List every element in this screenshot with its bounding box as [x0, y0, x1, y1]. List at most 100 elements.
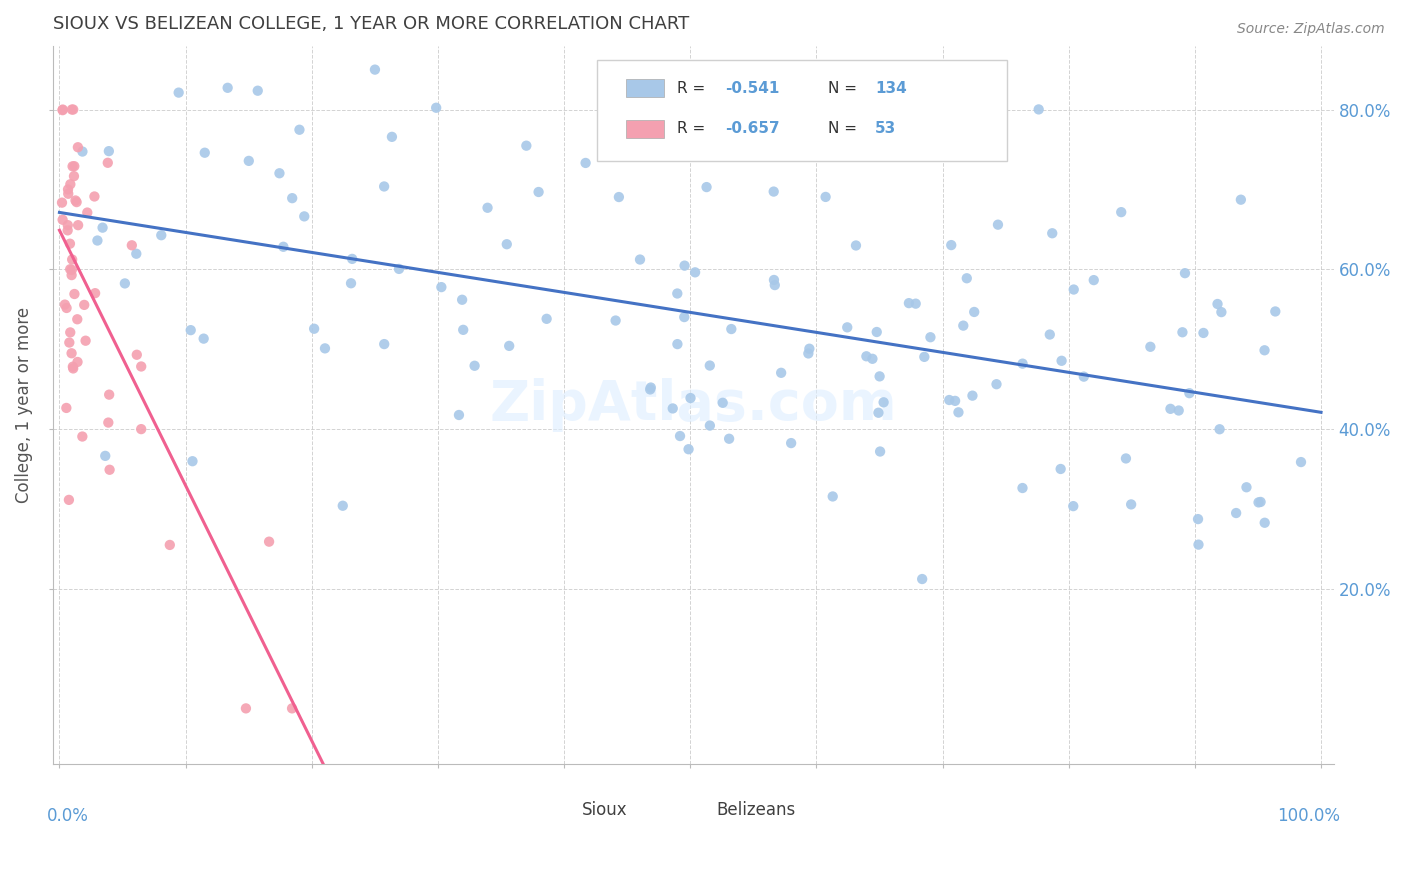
- Text: -0.541: -0.541: [725, 80, 780, 95]
- FancyBboxPatch shape: [681, 804, 709, 818]
- Point: [770, 366, 793, 380]
- Point: [669, 429, 692, 443]
- Point: [98, 463, 121, 477]
- Point: [699, 418, 721, 433]
- Point: [62, 103, 84, 117]
- Text: 0.0%: 0.0%: [46, 807, 89, 825]
- Point: [1050, 353, 1073, 368]
- Point: [56, 218, 79, 232]
- Point: [1254, 516, 1277, 530]
- Point: [1178, 386, 1201, 401]
- Point: [167, 86, 190, 100]
- Point: [269, 166, 291, 180]
- Point: [605, 313, 627, 327]
- Point: [711, 396, 734, 410]
- Point: [97, 416, 120, 430]
- Point: [948, 148, 970, 162]
- Point: [59, 326, 82, 340]
- Point: [121, 238, 143, 252]
- Point: [1264, 304, 1286, 318]
- Point: [63, 287, 86, 301]
- Point: [868, 406, 890, 420]
- Point: [381, 129, 404, 144]
- Point: [869, 444, 891, 458]
- Point: [373, 179, 395, 194]
- Point: [181, 454, 204, 468]
- Point: [217, 80, 239, 95]
- Point: [912, 350, 935, 364]
- Point: [661, 401, 683, 416]
- Point: [666, 286, 689, 301]
- Point: [1208, 422, 1230, 436]
- Point: [762, 185, 785, 199]
- Point: [1187, 538, 1209, 552]
- Point: [281, 191, 304, 205]
- Point: [1187, 512, 1209, 526]
- Point: [1211, 305, 1233, 319]
- Point: [938, 392, 960, 407]
- Point: [956, 271, 979, 285]
- Point: [150, 228, 173, 243]
- FancyBboxPatch shape: [626, 79, 664, 97]
- Point: [897, 296, 920, 310]
- Point: [114, 277, 136, 291]
- Point: [58, 335, 80, 350]
- Point: [59, 262, 82, 277]
- Point: [1115, 451, 1137, 466]
- Point: [59, 236, 82, 251]
- Point: [60, 268, 83, 282]
- Point: [527, 185, 550, 199]
- Point: [302, 322, 325, 336]
- Point: [1236, 480, 1258, 494]
- Point: [866, 325, 889, 339]
- Text: N =: N =: [828, 80, 862, 95]
- Point: [987, 218, 1010, 232]
- Point: [666, 337, 689, 351]
- Point: [1289, 455, 1312, 469]
- Point: [948, 405, 970, 419]
- Point: [340, 252, 363, 266]
- Point: [696, 180, 718, 194]
- Point: [498, 339, 520, 353]
- Point: [1253, 343, 1275, 358]
- Point: [673, 310, 696, 324]
- Point: [55, 301, 77, 315]
- Point: [1073, 369, 1095, 384]
- Point: [76, 205, 98, 219]
- Point: [52, 212, 75, 227]
- Text: -0.657: -0.657: [725, 120, 780, 136]
- FancyBboxPatch shape: [598, 60, 1007, 161]
- Text: N =: N =: [828, 120, 862, 136]
- Point: [97, 155, 120, 169]
- Point: [388, 261, 411, 276]
- Text: 134: 134: [875, 80, 907, 95]
- Point: [451, 323, 474, 337]
- Point: [477, 201, 499, 215]
- Point: [1247, 495, 1270, 509]
- Point: [58, 492, 80, 507]
- Point: [837, 320, 859, 334]
- Point: [920, 330, 942, 344]
- Point: [640, 380, 662, 394]
- Point: [86, 234, 108, 248]
- Text: R =: R =: [676, 80, 710, 95]
- Point: [1049, 462, 1071, 476]
- Point: [451, 293, 474, 307]
- Point: [66, 140, 89, 154]
- Point: [911, 572, 934, 586]
- Point: [845, 238, 868, 252]
- Point: [53, 297, 76, 311]
- Point: [872, 395, 894, 409]
- Point: [63, 169, 86, 183]
- Point: [515, 138, 537, 153]
- Text: 100.0%: 100.0%: [1277, 807, 1340, 825]
- Point: [636, 131, 658, 145]
- Point: [1139, 340, 1161, 354]
- Point: [314, 342, 336, 356]
- Text: R =: R =: [676, 120, 710, 136]
- Point: [65, 195, 87, 210]
- Point: [855, 349, 877, 363]
- Point: [1011, 357, 1033, 371]
- Point: [1109, 205, 1132, 219]
- Point: [51, 103, 73, 118]
